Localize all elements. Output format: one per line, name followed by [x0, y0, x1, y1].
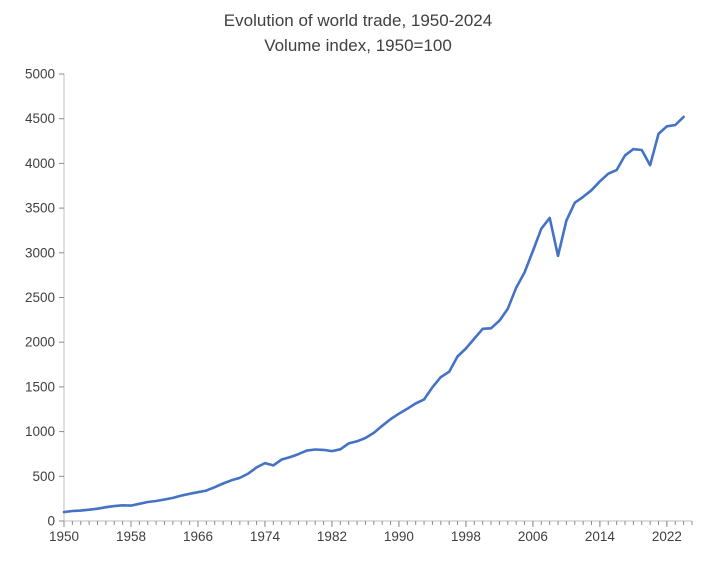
- y-tick-label: 4000: [25, 156, 55, 171]
- x-tick-label: 1998: [451, 529, 481, 544]
- y-tick-label: 1500: [25, 379, 55, 394]
- line-plot: 0 500 1000 1500 2000 2500 3000 3500 4000 4500 5000…: [25, 67, 693, 544]
- x-tick-label: 1966: [183, 529, 213, 544]
- chart-subtitle: Volume index, 1950=100: [264, 36, 452, 55]
- x-tick-label: 1950: [49, 529, 79, 544]
- y-tick-label: 2000: [25, 335, 55, 350]
- x-tick-label: 1990: [384, 529, 414, 544]
- y-tick-label: 3500: [25, 201, 55, 216]
- x-tick-label: 2006: [518, 529, 548, 544]
- x-tick-label: 1982: [317, 529, 347, 544]
- chart-title: Evolution of world trade, 1950-2024: [223, 11, 493, 30]
- trade-volume-line: [62, 115, 685, 514]
- x-tick-label: 1958: [116, 529, 146, 544]
- y-tick-label: 500: [32, 469, 55, 484]
- x-tick-label: 2022: [652, 529, 682, 544]
- y-tick-label: 3000: [25, 245, 55, 260]
- x-tick-label: 2014: [585, 529, 616, 544]
- y-tick-label: 0: [47, 514, 55, 529]
- x-tick-label: 1974: [250, 529, 281, 544]
- chart-title-block: Evolution of world trade, 1950-2024 Volu…: [0, 0, 716, 58]
- y-tick-label: 1000: [25, 424, 55, 439]
- y-tick-label: 2500: [25, 290, 55, 305]
- y-tick-label: 5000: [25, 67, 55, 82]
- y-tick-label: 4500: [25, 111, 55, 126]
